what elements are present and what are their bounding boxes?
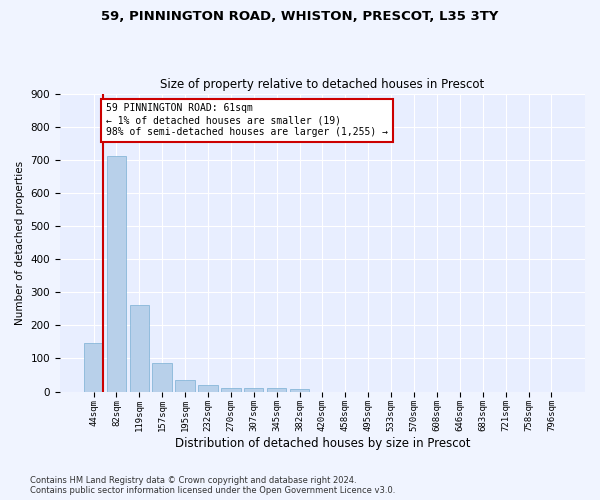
X-axis label: Distribution of detached houses by size in Prescot: Distribution of detached houses by size …: [175, 437, 470, 450]
Bar: [130, 306, 149, 392]
Title: Size of property relative to detached houses in Prescot: Size of property relative to detached ho…: [160, 78, 485, 91]
Bar: [244, 388, 263, 392]
Bar: [84, 342, 103, 392]
Bar: [267, 388, 286, 392]
Text: 59, PINNINGTON ROAD, WHISTON, PRESCOT, L35 3TY: 59, PINNINGTON ROAD, WHISTON, PRESCOT, L…: [101, 10, 499, 23]
Bar: [198, 385, 218, 392]
Bar: [175, 380, 195, 392]
Bar: [221, 388, 241, 392]
Y-axis label: Number of detached properties: Number of detached properties: [15, 160, 25, 324]
Bar: [107, 156, 126, 392]
Text: Contains HM Land Registry data © Crown copyright and database right 2024.
Contai: Contains HM Land Registry data © Crown c…: [30, 476, 395, 495]
Text: 59 PINNINGTON ROAD: 61sqm
← 1% of detached houses are smaller (19)
98% of semi-d: 59 PINNINGTON ROAD: 61sqm ← 1% of detach…: [106, 104, 388, 136]
Bar: [290, 389, 309, 392]
Bar: [152, 364, 172, 392]
